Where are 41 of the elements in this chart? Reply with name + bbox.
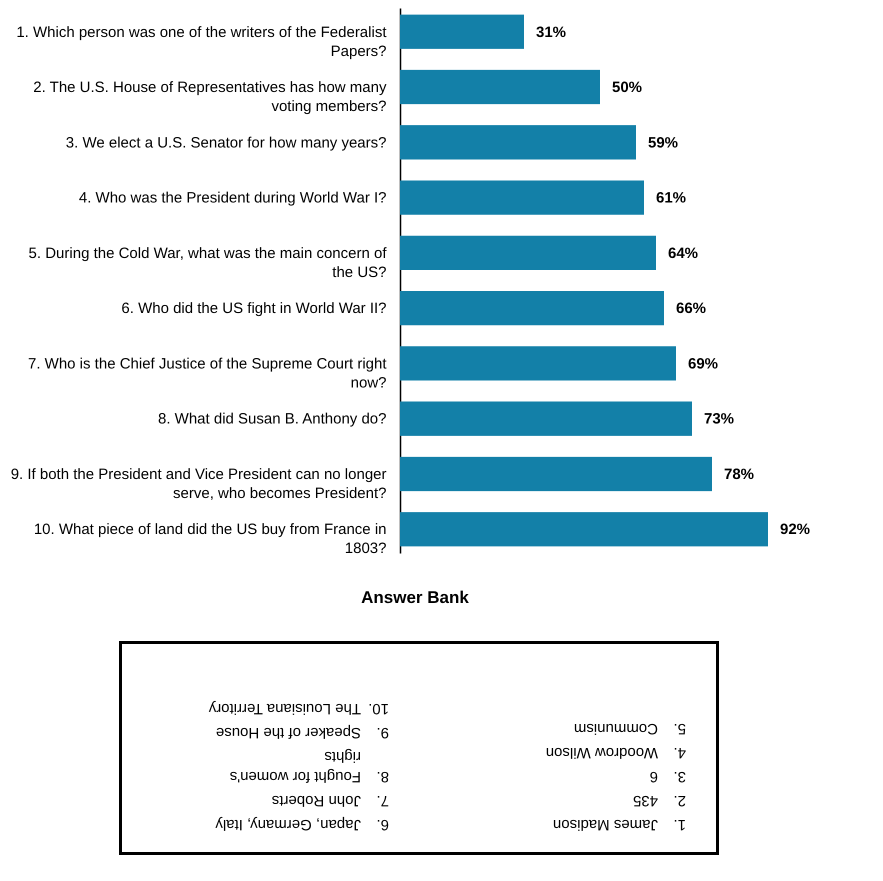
text: 3. 6 — [650, 767, 686, 786]
bar — [400, 291, 664, 326]
data-label: 50% — [612, 79, 642, 96]
data-label: 31% — [536, 24, 566, 41]
text: 6. Japan, Germany, Italy — [215, 815, 389, 834]
bar — [400, 456, 712, 492]
bar — [400, 180, 644, 215]
text: 7. John Roberts — [272, 791, 389, 810]
y-tick-label: 8. What did Susan B. Anthony do? — [158, 410, 386, 428]
data-label: 69% — [688, 355, 718, 372]
bar — [400, 402, 692, 436]
data-label: 78% — [724, 466, 754, 483]
text: 9. Speaker of the House — [216, 723, 389, 742]
y-tick-label: 3. We elect a U.S. Senator for how many years? — [66, 134, 386, 152]
data-label: 59% — [648, 134, 678, 152]
y-tick-label: 10. What piece of land did the US buy from France in 1803? — [34, 521, 386, 558]
data-label: 66% — [676, 300, 706, 318]
bar — [400, 346, 676, 381]
bar — [400, 70, 600, 104]
y-tick-label: 9. If both the President and Vice President can no longer serve, who becomes President? — [10, 466, 386, 502]
text: 8. Fought for women's rights — [228, 747, 389, 786]
data-label: 73% — [704, 410, 734, 428]
text: Answer Bank — [360, 588, 470, 608]
bar — [400, 512, 768, 546]
bar — [400, 236, 656, 270]
y-tick-label: 4. Who was the President during World War I? — [78, 190, 386, 207]
y-tick-label: 2. The U.S. House of Representatives has how many voting members? — [33, 79, 387, 116]
text: 10. The Louisiana Territory — [208, 699, 389, 718]
bar — [400, 125, 636, 160]
text: 5. Communism — [574, 719, 686, 738]
text: 1. James Madison — [552, 815, 686, 834]
data-label: 92% — [780, 521, 810, 538]
y-tick-label: 7. Who is the Chief Justice of the Supreme Court right now? — [28, 355, 388, 392]
text: 4. Woodrow Wilson — [546, 743, 686, 762]
y-tick-label: 1. Which person was one of the writers of the Federalist Papers? — [16, 24, 388, 60]
data-label: 61% — [656, 190, 686, 207]
data-label: 64% — [668, 244, 698, 262]
y-tick-label: 6. Who did the US fight in World War II? — [121, 300, 386, 318]
bar — [400, 14, 524, 49]
text: 2. 435 — [632, 791, 686, 810]
y-tick-label: 5. During the Cold War, what was the main concern of the US? — [28, 244, 388, 281]
